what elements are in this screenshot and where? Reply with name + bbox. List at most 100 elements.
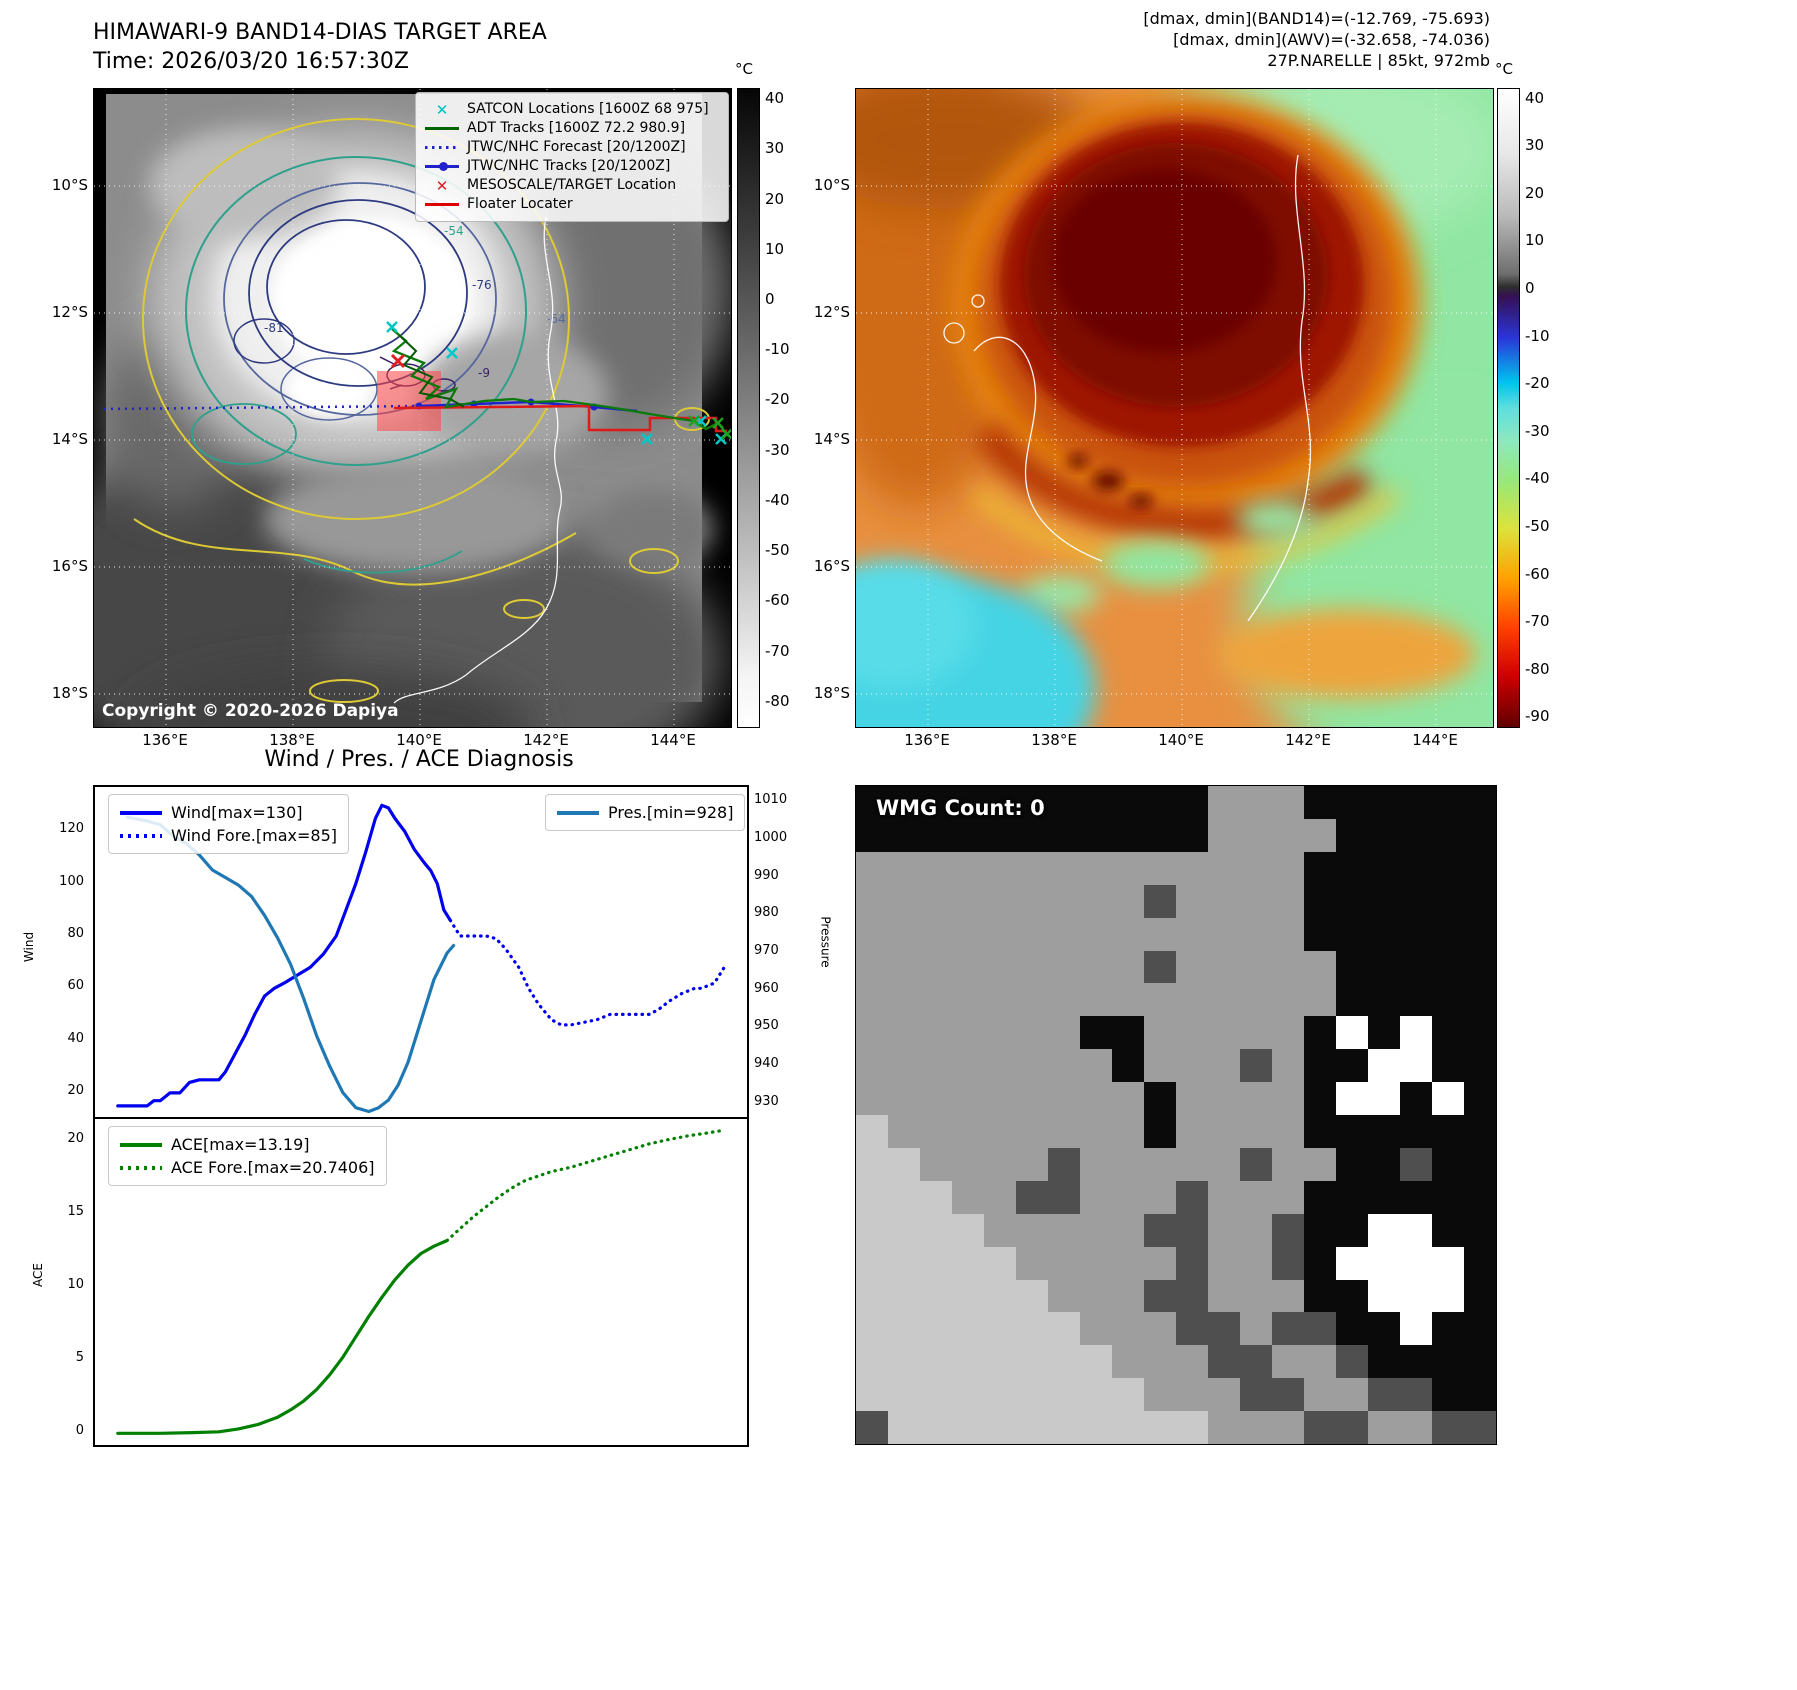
wmg-cell	[1208, 1411, 1240, 1444]
wmg-cell	[1112, 1345, 1144, 1379]
awv-dmax-awv: [dmax, dmin](AWV)=(-32.658, -74.036)	[1173, 30, 1490, 49]
wmg-cell	[1464, 1115, 1496, 1148]
wmg-cell	[1272, 1016, 1304, 1050]
lon-tick-label: 144°E	[650, 731, 696, 749]
wmg-cell	[952, 1049, 984, 1083]
wmg-cell	[1144, 1147, 1176, 1181]
wmg-cell	[1208, 983, 1240, 1017]
wmg-cell	[888, 1246, 920, 1280]
wmg-cell	[1240, 1246, 1272, 1280]
floater-line-icon	[424, 203, 460, 206]
wmg-cell	[888, 917, 920, 951]
wmg-cell	[1400, 1180, 1432, 1214]
wmg-cell	[920, 1049, 952, 1083]
wmg-cell	[1016, 1312, 1048, 1346]
wmg-cell	[1112, 950, 1144, 984]
wmg-cell	[1464, 884, 1496, 918]
wmg-cell	[1400, 1345, 1432, 1379]
wmg-cell	[1464, 1049, 1496, 1083]
lon-tick-label: 140°E	[1158, 731, 1204, 749]
wind-tick-label: 40	[67, 1030, 84, 1046]
wmg-cell	[1144, 851, 1176, 885]
wmg-cell	[1080, 1180, 1112, 1214]
wind-forecast-legend-row: Wind Fore.[max=85]	[120, 824, 337, 847]
wind-legend: Wind[max=130] Wind Fore.[max=85]	[108, 794, 349, 854]
wmg-cell	[1144, 1016, 1176, 1050]
wmg-cell	[920, 818, 952, 852]
legend-label: JTWC/NHC Forecast [20/1200Z]	[467, 139, 686, 155]
wmg-cell	[1336, 1411, 1368, 1444]
lat-tick-label: 10°S	[813, 176, 850, 194]
wmg-cell	[1432, 884, 1464, 918]
wmg-cell	[1304, 1147, 1336, 1181]
wmg-cell	[1176, 1246, 1208, 1280]
legend-label: ADT Tracks [1600Z 72.2 980.9]	[467, 120, 686, 136]
wmg-cell	[1144, 917, 1176, 951]
wmg-cell	[1240, 851, 1272, 885]
wmg-cell	[1176, 851, 1208, 885]
wmg-cell	[1080, 1312, 1112, 1346]
wmg-cell	[1176, 983, 1208, 1017]
wmg-cell	[1336, 1378, 1368, 1412]
wmg-cell	[1080, 884, 1112, 918]
lon-tick-label: 138°E	[1031, 731, 1077, 749]
wmg-cell	[1464, 1016, 1496, 1050]
lon-tick-label: 140°E	[396, 731, 442, 749]
wmg-cell	[1336, 1279, 1368, 1313]
wmg-cell	[888, 1378, 920, 1412]
wmg-cell	[1208, 1345, 1240, 1379]
jtwc-line-dot-icon	[424, 162, 460, 171]
lon-tick-label: 142°E	[1285, 731, 1331, 749]
wmg-cell	[1304, 983, 1336, 1017]
wmg-cell	[1272, 950, 1304, 984]
wmg-cell	[1272, 786, 1304, 819]
pressure-tick-label: 950	[754, 1018, 779, 1034]
wmg-cell	[1112, 1279, 1144, 1313]
wmg-cell	[1304, 1082, 1336, 1115]
band14-lat-axis: 10°S 12°S 14°S 16°S 18°S	[44, 88, 88, 726]
map-legend: ✕ SATCON Locations [1600Z 68 975] ADT Tr…	[415, 92, 729, 222]
wmg-cell	[1208, 786, 1240, 819]
wmg-cell	[1304, 917, 1336, 951]
colorbar-tick-label: 20	[1525, 183, 1545, 202]
wmg-cell	[1304, 1016, 1336, 1050]
wmg-cell	[1368, 1378, 1400, 1412]
wmg-cell	[1080, 1246, 1112, 1280]
wmg-cell	[1048, 983, 1080, 1017]
wmg-cell	[1464, 950, 1496, 984]
wmg-cell	[1080, 1016, 1112, 1050]
pressure-tick-label: 980	[754, 905, 779, 921]
wmg-cell	[856, 1345, 888, 1379]
wmg-cell	[1144, 1115, 1176, 1148]
wmg-cell	[1080, 1279, 1112, 1313]
wmg-cell	[952, 917, 984, 951]
wind-pressure-chart: Wind[max=130] Wind Fore.[max=85] Pres.[m…	[93, 785, 749, 1121]
contour-label: -81	[264, 321, 284, 335]
contour-label: -9	[478, 366, 490, 380]
wmg-cell	[1112, 1016, 1144, 1050]
wmg-cell	[952, 851, 984, 885]
wmg-cell	[1112, 851, 1144, 885]
wmg-cell	[1304, 1115, 1336, 1148]
wmg-cell	[1176, 884, 1208, 918]
wmg-cell	[1368, 851, 1400, 885]
colorbar-tick-label: 10	[1525, 231, 1545, 250]
wmg-cell	[1368, 1279, 1400, 1313]
pressure-legend-label: Pres.[min=928]	[608, 803, 734, 822]
wmg-cell	[920, 917, 952, 951]
wmg-cell	[1400, 1049, 1432, 1083]
wmg-cell	[1176, 786, 1208, 819]
lat-tick-label: 18°S	[813, 684, 850, 702]
awv-lon-axis: 136°E 138°E 140°E 142°E 144°E	[855, 731, 1492, 751]
wmg-cell	[920, 1213, 952, 1247]
wmg-cell	[952, 1016, 984, 1050]
wmg-cell	[1048, 884, 1080, 918]
wmg-cell	[1112, 884, 1144, 918]
wmg-cell	[1400, 1378, 1432, 1412]
graticule	[856, 89, 1493, 727]
wmg-cell	[1304, 1345, 1336, 1379]
wmg-cell	[888, 884, 920, 918]
wmg-cell	[1048, 1213, 1080, 1247]
wmg-cell	[856, 1213, 888, 1247]
wmg-cell	[856, 1279, 888, 1313]
